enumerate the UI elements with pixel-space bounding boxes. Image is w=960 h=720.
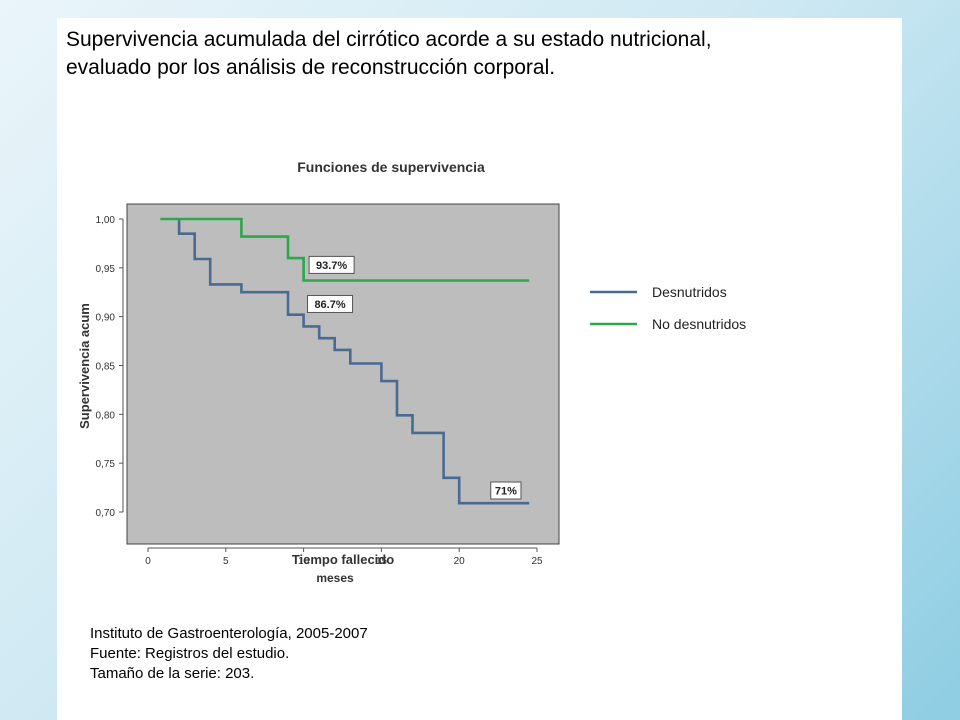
slide-title: Supervivencia acumulada del cirrótico ac…	[66, 26, 886, 82]
footer-line-source: Fuente: Registros del estudio.	[90, 645, 290, 662]
y-tick-label: 0,80	[96, 410, 116, 421]
chart-title: Funciones de supervivencia	[297, 159, 485, 175]
x-axis-sublabel: meses	[316, 571, 354, 585]
legend: Desnutridos No desnutridos	[590, 284, 746, 332]
annotation-box	[490, 481, 522, 500]
annotation-label: 93.7%	[316, 260, 347, 272]
x-tick-label: 5	[223, 556, 229, 567]
x-tick-label: 25	[531, 556, 543, 567]
annotation-box	[308, 255, 355, 274]
y-tick-label: 0,75	[96, 459, 116, 470]
series-layer	[160, 217, 530, 505]
x-tick-label: 20	[454, 556, 466, 567]
y-axis: 0,70 0,75 0,80 0,85 0,90 0,95 1,00	[96, 215, 124, 519]
x-tick-label: 0	[145, 556, 151, 567]
x-tick-label: 15	[376, 556, 388, 567]
x-tick-label: 10	[298, 556, 310, 567]
annotation: 71%	[490, 481, 522, 500]
footer-line-sample-size: Tamaño de la serie: 203.	[90, 665, 255, 682]
y-tick-label: 0,90	[96, 313, 116, 324]
footer: Instituto de Gastroenterología, 2005-200…	[90, 624, 368, 684]
series-line-desnutridos	[177, 219, 530, 505]
y-tick-label: 1,00	[96, 215, 116, 226]
annotation-label: 71%	[495, 486, 517, 498]
annotation-label: 86.7%	[314, 299, 345, 311]
annotation: 93.7%	[308, 255, 355, 274]
slide-title-line-2: evaluado por los análisis de reconstrucc…	[66, 56, 556, 79]
annotation: 86.7%	[307, 294, 354, 313]
footer-line-institute: Instituto de Gastroenterología, 2005-200…	[90, 625, 368, 642]
survival-chart: Funciones de supervivencia 0,700,750,800…	[77, 159, 746, 585]
series-line-no-desnutridos	[160, 217, 530, 282]
annotation-layer: 93.7% 86.7% 71%	[307, 255, 522, 500]
x-axis: 0 5 10 15 20 25	[145, 547, 543, 567]
annotation-box	[307, 294, 354, 313]
slide: Supervivencia acumulada del cirrótico ac…	[57, 18, 902, 720]
x-axis-label: Tiempo fallecido	[292, 552, 394, 567]
legend-label-no-desnutridos: No desnutridos	[652, 316, 746, 332]
y-axis-label: Supervivencia acum	[77, 303, 92, 429]
y-tick-label: 0,85	[96, 362, 116, 373]
legend-label-desnutridos: Desnutridos	[652, 284, 727, 300]
slide-title-line-1: Supervivencia acumulada del cirrótico ac…	[66, 28, 712, 51]
y-tick-label: 0,70	[96, 508, 116, 519]
y-tick-label: 0,95	[96, 264, 116, 275]
